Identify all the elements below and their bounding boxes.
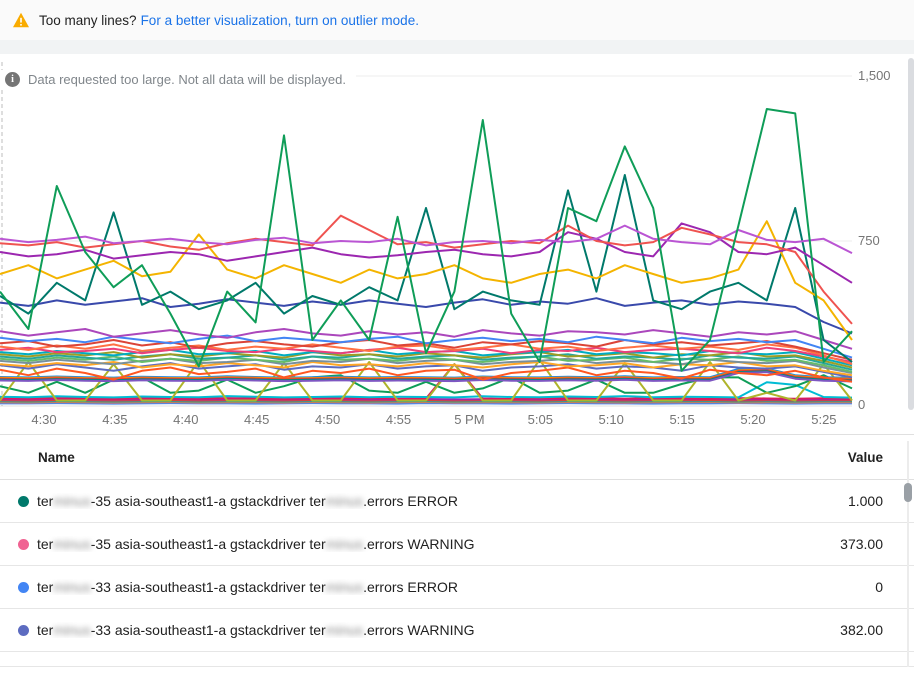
- row-name: terminus-35 asia-southeast1-a gstackdriv…: [37, 536, 475, 552]
- table-row[interactable]: terminus-35 asia-southeast1-a gstackdriv…: [0, 480, 914, 523]
- timeseries-chart: i Data requested too large. Not all data…: [0, 54, 914, 434]
- chart-line-purple-upper: [0, 222, 853, 284]
- x-axis-tick: 4:45: [244, 412, 270, 427]
- x-axis-tick: 5:10: [598, 412, 624, 427]
- y-axis-tick-0: 0: [858, 397, 866, 412]
- x-axis-tick: 4:30: [31, 412, 57, 427]
- value-column-header: Value: [847, 449, 883, 465]
- warning-icon: [13, 12, 29, 28]
- chart-line-olive-zigzag: [0, 358, 853, 402]
- chart-canvas: [0, 62, 853, 407]
- row-name: terminus-33 asia-southeast1-a gstackdriv…: [37, 622, 475, 638]
- x-axis-tick: 5 PM: [454, 412, 485, 427]
- table-body: terminus-35 asia-southeast1-a gstackdriv…: [0, 480, 914, 652]
- chart-line-cyan-low: [0, 381, 853, 399]
- x-axis-tick: 4:50: [314, 412, 341, 427]
- chart-line-lowband-purple: [0, 371, 853, 383]
- section-divider-strip: [0, 40, 914, 54]
- chart-line-cluster-green2: [0, 355, 853, 373]
- row-value: 382.00: [840, 622, 883, 638]
- series-color-dot: [18, 582, 29, 593]
- chart-line-magenta-750: [0, 224, 853, 254]
- table-row[interactable]: terminus-35 asia-southeast1-a gstackdriv…: [0, 523, 914, 566]
- chart-line-magenta-low: [0, 363, 853, 400]
- outlier-mode-link[interactable]: For a better visualization, turn on outl…: [140, 12, 419, 28]
- series-color-dot: [18, 539, 29, 550]
- table-scrollbar-thumb[interactable]: [904, 483, 912, 502]
- chart-line-teal-dark: [0, 174, 853, 363]
- chart-scrollbar-thumb[interactable]: [908, 58, 914, 410]
- table-row-partial: [0, 652, 914, 667]
- x-axis-tick: 5:25: [811, 412, 837, 427]
- chart-line-green-spiky: [0, 108, 853, 372]
- row-value: 373.00: [840, 536, 883, 552]
- name-column-header: Name: [38, 449, 75, 465]
- table-row[interactable]: terminus-33 asia-southeast1-a gstackdriv…: [0, 566, 914, 609]
- row-name: terminus-35 asia-southeast1-a gstackdriv…: [37, 493, 458, 509]
- x-axis: 4:30 4:35 4:40 4:45 4:50 4:55 5 PM 5:05 5:10 5:15…: [0, 412, 914, 432]
- y-axis-tick-1500: 1,500: [858, 68, 891, 83]
- x-axis-tick: 5:05: [527, 412, 553, 427]
- legend-table: Name Value terminus-35 asia-southeast1-a…: [0, 434, 914, 667]
- table-scrollbar-track[interactable]: [907, 441, 909, 667]
- x-axis-tick: 5:20: [740, 412, 766, 427]
- chart-line-indigo-dark: [0, 297, 853, 335]
- data-too-large-notice: i Data requested too large. Not all data…: [0, 70, 356, 89]
- x-axis-tick: 5:15: [669, 412, 695, 427]
- row-value: 1.000: [847, 493, 883, 509]
- chart-line-cluster-orange2: [0, 361, 853, 377]
- y-axis-tick-750: 750: [858, 233, 880, 248]
- banner-warning-text: Too many lines?: [39, 12, 137, 28]
- chart-line-wander-deeporange: [0, 366, 853, 383]
- too-many-lines-banner: Too many lines? For a better visualizati…: [0, 0, 914, 40]
- info-icon: i: [5, 72, 20, 87]
- chart-line-cluster-orange: [0, 343, 853, 366]
- series-color-dot: [18, 496, 29, 507]
- row-name: terminus-33 asia-southeast1-a gstackdriv…: [37, 579, 458, 595]
- x-axis-tick: 4:40: [173, 412, 199, 427]
- notice-text: Data requested too large. Not all data w…: [28, 72, 346, 87]
- chart-line-bottom-band-blue: [0, 402, 852, 405]
- series-color-dot: [18, 625, 29, 636]
- x-axis-tick: 4:35: [102, 412, 128, 427]
- chart-line-yellow-upper: [0, 220, 853, 341]
- table-row[interactable]: terminus-33 asia-southeast1-a gstackdriv…: [0, 609, 914, 652]
- row-value: 0: [875, 579, 883, 595]
- x-axis-tick: 4:55: [385, 412, 412, 427]
- table-header-row: Name Value: [0, 435, 914, 480]
